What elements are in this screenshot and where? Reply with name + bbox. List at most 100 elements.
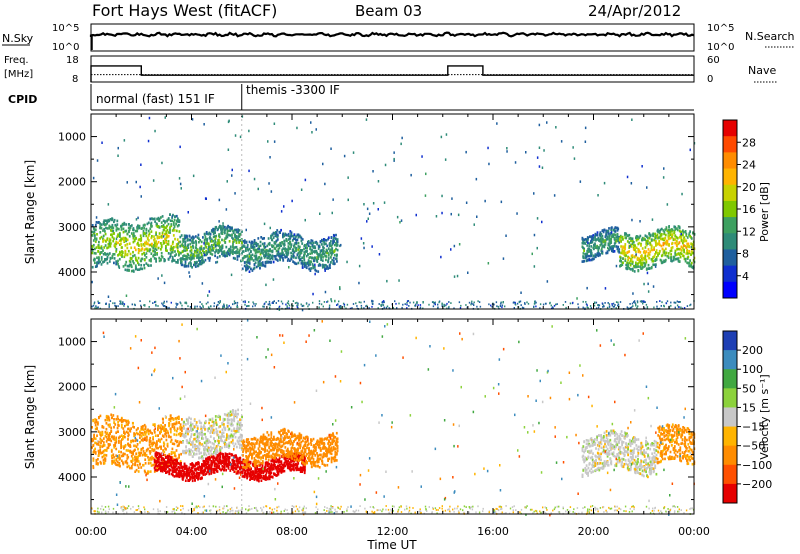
data-cell: [218, 235, 221, 239]
data-cell: [546, 121, 548, 124]
data-cell: [165, 462, 168, 466]
data-cell: [107, 295, 110, 298]
data-cell: [201, 255, 204, 258]
data-cell: [239, 439, 241, 443]
data-cell: [500, 302, 502, 305]
data-cell: [641, 165, 643, 168]
data-cell: [665, 251, 668, 255]
data-cell: [531, 252, 533, 256]
data-cell: [332, 198, 334, 201]
data-cell: [99, 260, 102, 264]
data-cell: [599, 239, 601, 242]
data-cell: [186, 255, 189, 259]
data-cell: [173, 228, 176, 232]
data-cell: [129, 225, 132, 228]
data-cell: [163, 226, 166, 229]
data-cell: [664, 258, 667, 262]
data-cell: [199, 305, 201, 308]
data-cell: [166, 445, 169, 448]
data-cell: [254, 304, 256, 307]
data-cell: [243, 239, 246, 242]
data-cell: [165, 245, 167, 248]
data-cell: [97, 300, 99, 303]
data-cell: [676, 240, 678, 243]
data-cell: [172, 466, 174, 470]
data-cell: [358, 281, 360, 285]
data-cell: [115, 262, 118, 266]
data-cell: [202, 259, 204, 263]
data-cell: [117, 421, 119, 424]
data-cell: [100, 451, 102, 455]
data-cell: [107, 423, 110, 427]
data-cell: [134, 229, 137, 233]
data-cell: [243, 264, 246, 268]
data-cell: [290, 251, 292, 255]
data-cell: [233, 300, 236, 303]
data-cell: [136, 229, 139, 233]
data-cell: [185, 445, 187, 449]
data-cell: [223, 413, 226, 416]
data-cell: [646, 254, 649, 258]
data-cell: [641, 300, 643, 303]
data-cell: [117, 430, 119, 433]
data-cell: [93, 227, 96, 231]
data-cell: [186, 236, 188, 239]
data-cell: [155, 456, 158, 460]
data-cell: [690, 263, 692, 267]
data-cell: [114, 223, 117, 227]
data-cell: [201, 456, 203, 460]
data-cell: [191, 422, 194, 426]
data-cell: [178, 230, 181, 233]
data-cell: [692, 231, 694, 235]
data-cell: [352, 151, 355, 154]
data-cell: [431, 301, 434, 303]
data-cell: [140, 435, 143, 438]
data-cell: [639, 300, 642, 303]
data-cell: [248, 240, 251, 244]
data-cell: [238, 251, 240, 254]
data-cell: [193, 433, 196, 436]
data-cell: [657, 228, 659, 232]
data-cell: [232, 252, 234, 255]
data-cell: [639, 265, 642, 269]
data-cell: [100, 462, 102, 465]
data-cell: [117, 305, 119, 307]
data-cell: [239, 135, 242, 139]
data-cell: [589, 258, 591, 262]
data-cell: [153, 257, 156, 260]
data-cell: [675, 257, 678, 261]
data-cell: [101, 433, 104, 437]
data-cell: [287, 242, 290, 245]
data-cell: [150, 259, 152, 263]
data-cell: [153, 423, 156, 426]
data-cell: [609, 242, 611, 245]
data-cell: [145, 256, 148, 259]
data-cell: [195, 243, 198, 247]
data-cell: [645, 260, 648, 264]
data-cell: [291, 255, 294, 258]
data-cell: [183, 474, 186, 477]
data-cell: [584, 140, 587, 143]
data-cell: [122, 236, 125, 240]
data-cell: [114, 244, 117, 247]
data-cell: [414, 304, 417, 307]
data-cell: [167, 457, 169, 461]
data-cell: [192, 445, 194, 449]
data-cell: [619, 301, 622, 303]
data-cell: [162, 441, 165, 444]
data-cell: [310, 267, 313, 270]
data-cell: [178, 220, 181, 223]
data-cell: [658, 250, 661, 253]
data-cell: [243, 241, 246, 245]
data-cell: [115, 237, 118, 241]
data-cell: [658, 236, 661, 239]
data-cell: [98, 416, 100, 420]
data-cell: [129, 430, 132, 433]
data-cell: [617, 245, 620, 249]
data-cell: [127, 438, 129, 441]
data-cell: [221, 421, 224, 425]
data-cell: [220, 232, 223, 235]
data-cell: [323, 238, 325, 241]
data-cell: [520, 291, 522, 294]
data-cell: [317, 270, 320, 273]
